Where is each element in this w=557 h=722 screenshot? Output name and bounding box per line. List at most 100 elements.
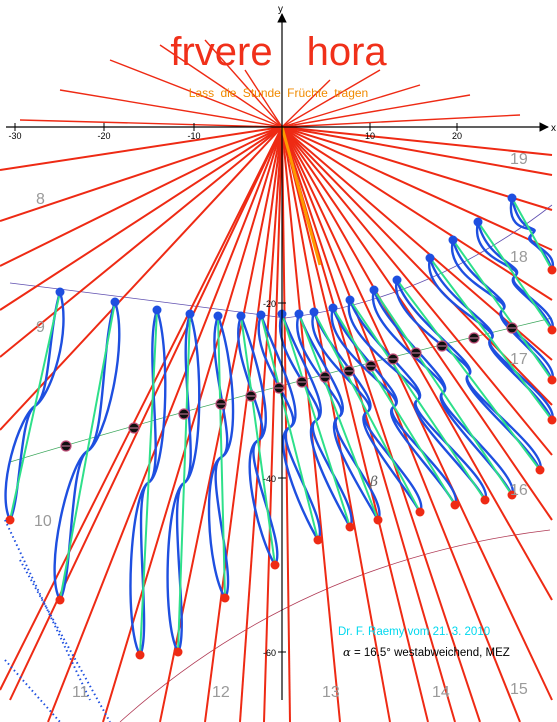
loop-bottom-dot	[547, 325, 557, 335]
loop-bottom-dot	[415, 507, 425, 517]
hour-line	[0, 126, 283, 691]
hour-line	[281, 126, 553, 211]
hour-label: 19	[510, 151, 528, 168]
dial-motto: Lass die Stunde Früchte tragen	[188, 86, 369, 100]
loop-top-dot	[345, 295, 355, 305]
upper-hour-line	[204, 39, 283, 128]
hour-line	[281, 126, 553, 361]
loop-bottom-dot	[547, 415, 557, 425]
upper-hour-line	[281, 79, 331, 128]
hour-line	[204, 126, 283, 722]
loop-bottom-dot	[220, 593, 230, 603]
upper-hour-line	[19, 119, 283, 128]
loop-bottom-dot	[55, 595, 65, 605]
hour-label: 18	[510, 249, 528, 266]
analemma-centre-curve	[332, 307, 456, 506]
upper-hour-line	[159, 44, 283, 128]
hour-line	[281, 126, 553, 156]
hour-labels: 8 9 10 11 12 13 14 15 16 17 18 19	[34, 151, 528, 701]
loop-bottom-dot	[313, 535, 323, 545]
hour-line	[281, 126, 521, 722]
upper-hour-line	[281, 94, 471, 128]
x-tick-label: -20	[97, 131, 110, 141]
loop-top-dot	[185, 309, 195, 319]
loop-bottom-dot	[547, 265, 557, 275]
hour-label: 8	[36, 191, 45, 208]
loop-top-dot	[425, 253, 435, 263]
analemma-centre-curve	[511, 197, 553, 271]
loop-bottom-dot	[173, 647, 183, 657]
hour-line	[9, 126, 283, 701]
loop-top-dot	[213, 311, 223, 321]
hour-line	[0, 126, 283, 171]
hour-line	[281, 126, 553, 176]
upper-hour-line	[281, 84, 421, 128]
loop-top-dot	[448, 235, 458, 245]
loop-bottom-dot	[507, 490, 517, 500]
upper-hour-line	[109, 59, 283, 128]
upper-hour-line	[281, 114, 521, 128]
hour-line	[0, 126, 283, 222]
analemma-loops	[4, 193, 557, 722]
loop-top-dot	[236, 311, 246, 321]
analemma-centre-curve	[477, 221, 553, 331]
author-credit: Dr. F. Raemy vom 21. 3. 2010	[338, 626, 491, 638]
loop-top-dot	[256, 310, 266, 320]
y-axis-label: y	[278, 4, 283, 15]
loop-top-dot	[369, 285, 379, 295]
hour-label: 9	[36, 319, 45, 336]
analemma-centre-curve	[260, 314, 319, 541]
x-tick-label: -10	[187, 131, 200, 141]
analemma-centre-curve	[396, 279, 541, 471]
analemma-centre-curve	[298, 313, 379, 521]
loop-top-dot	[294, 309, 304, 319]
hour-line	[281, 126, 553, 456]
date-markers	[60, 322, 518, 452]
declination-formula: α = 16.5° westabweichend, MEZ	[343, 645, 510, 659]
loop-top-dot	[507, 193, 517, 203]
hour-line	[263, 126, 283, 722]
hour-line	[281, 126, 481, 722]
loop-bottom-dot	[480, 495, 490, 505]
x-tick-label: -30	[8, 131, 21, 141]
upper-hour-line	[281, 69, 381, 128]
analemma-centre-curve	[217, 315, 226, 599]
hour-line	[281, 126, 553, 601]
loop-bottom-dot	[373, 515, 383, 525]
hour-label: 11	[72, 684, 89, 701]
dotted-trail	[4, 659, 61, 722]
title-word-2: hora	[306, 30, 387, 74]
analemma-centre-curve	[177, 313, 191, 653]
beta-label: β	[369, 474, 378, 490]
analemma-centre-curve	[240, 315, 276, 566]
hour-line	[281, 126, 553, 301]
dotted-trail	[19, 559, 111, 722]
hour-line	[47, 126, 283, 722]
loop-bottom-dot	[270, 560, 280, 570]
loop-top-dot	[110, 297, 120, 307]
alpha-symbol: α	[343, 645, 351, 659]
loop-top-dot	[309, 307, 319, 317]
hour-line	[0, 126, 283, 311]
loop-top-dot	[152, 305, 162, 315]
hour-line	[281, 126, 341, 722]
loop-top-dot	[392, 275, 402, 285]
analemma-centre-curve	[139, 309, 158, 656]
loop-bottom-dot	[135, 650, 145, 660]
axis-ticks: -30 -20 -10 10 20 -20 -40 -60	[8, 123, 462, 658]
analemma-centre-curve	[9, 291, 61, 521]
hour-label: 14	[432, 684, 450, 701]
loop-bottom-dot	[345, 522, 355, 532]
analemma-centre-curve	[313, 311, 421, 513]
hour-line	[281, 126, 291, 722]
x-tick-label: 10	[365, 131, 375, 141]
formula-text: = 16.5° westabweichend, MEZ	[353, 647, 510, 659]
hour-line	[0, 126, 283, 267]
hour-label: 12	[212, 684, 230, 701]
hour-label: 17	[510, 351, 528, 368]
analemma-centre-curve	[281, 313, 351, 528]
loop-bottom-dot	[5, 515, 15, 525]
upper-hour-line	[59, 89, 283, 128]
hour-label: 13	[322, 684, 340, 701]
